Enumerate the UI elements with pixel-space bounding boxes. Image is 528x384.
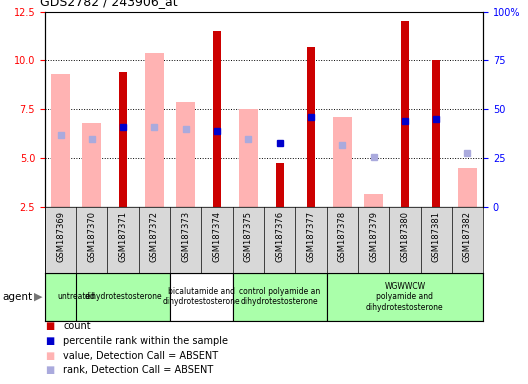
Bar xyxy=(233,273,327,321)
Text: GSM187369: GSM187369 xyxy=(56,210,65,262)
Bar xyxy=(51,74,70,207)
Bar xyxy=(401,21,409,207)
Text: GSM187377: GSM187377 xyxy=(306,210,315,262)
Text: GSM187370: GSM187370 xyxy=(87,210,96,262)
Bar xyxy=(82,123,101,207)
Text: WGWWCW
polyamide and
dihydrotestosterone: WGWWCW polyamide and dihydrotestosterone xyxy=(366,282,444,311)
Text: ■: ■ xyxy=(45,336,54,346)
Text: ▶: ▶ xyxy=(34,291,43,302)
Text: control polyamide an
dihydrotestosterone: control polyamide an dihydrotestosterone xyxy=(239,287,320,306)
Text: GDS2782 / 243906_at: GDS2782 / 243906_at xyxy=(40,0,177,8)
Text: dihydrotestosterone: dihydrotestosterone xyxy=(84,292,162,301)
Bar xyxy=(45,273,108,321)
Bar xyxy=(239,109,258,207)
Text: bicalutamide and
dihydrotestosterone: bicalutamide and dihydrotestosterone xyxy=(163,287,240,306)
Bar xyxy=(458,168,477,207)
Text: ■: ■ xyxy=(45,321,54,331)
Text: value, Detection Call = ABSENT: value, Detection Call = ABSENT xyxy=(63,351,219,361)
Text: GSM187381: GSM187381 xyxy=(432,210,441,262)
Text: GSM187371: GSM187371 xyxy=(119,210,128,262)
Bar xyxy=(76,273,170,321)
Text: GSM187379: GSM187379 xyxy=(369,210,378,262)
Text: rank, Detection Call = ABSENT: rank, Detection Call = ABSENT xyxy=(63,365,214,375)
Bar xyxy=(333,117,352,207)
Text: percentile rank within the sample: percentile rank within the sample xyxy=(63,336,229,346)
Text: GSM187380: GSM187380 xyxy=(400,210,409,262)
Bar xyxy=(145,53,164,207)
Text: GSM187372: GSM187372 xyxy=(150,210,159,262)
Bar xyxy=(432,60,440,207)
Bar xyxy=(307,47,315,207)
Text: GSM187373: GSM187373 xyxy=(181,210,190,262)
Text: GSM187382: GSM187382 xyxy=(463,210,472,262)
Text: count: count xyxy=(63,321,91,331)
Text: GSM187374: GSM187374 xyxy=(213,210,222,262)
Bar xyxy=(176,102,195,207)
Bar xyxy=(364,194,383,207)
Bar xyxy=(276,163,284,207)
Bar xyxy=(213,31,221,207)
Bar xyxy=(170,273,233,321)
Text: agent: agent xyxy=(3,291,33,302)
Text: untreated: untreated xyxy=(57,292,95,301)
Text: GSM187376: GSM187376 xyxy=(275,210,284,262)
Bar xyxy=(119,72,127,207)
Text: GSM187378: GSM187378 xyxy=(338,210,347,262)
Text: ■: ■ xyxy=(45,365,54,375)
Text: GSM187375: GSM187375 xyxy=(244,210,253,262)
Bar xyxy=(327,273,483,321)
Text: ■: ■ xyxy=(45,351,54,361)
